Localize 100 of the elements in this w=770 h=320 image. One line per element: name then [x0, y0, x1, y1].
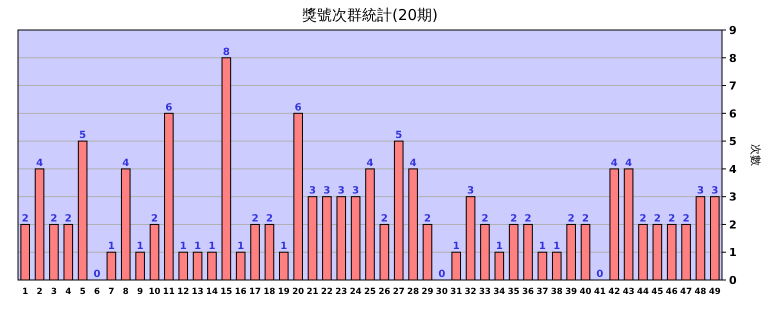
data-label: 2 [252, 213, 259, 224]
x-tick-label: 5 [80, 287, 86, 297]
y-tick-label: 5 [729, 135, 737, 148]
x-tick-label: 28 [407, 287, 420, 297]
x-tick-label: 29 [422, 287, 434, 297]
y-tick-label: 7 [729, 80, 737, 93]
x-tick-label: 2 [36, 287, 43, 297]
data-label: 2 [22, 213, 29, 224]
y-tick-label: 2 [729, 218, 737, 232]
x-tick-label: 17 [249, 287, 262, 297]
data-label: 4 [410, 158, 417, 169]
data-label: 2 [568, 213, 575, 224]
chart-title: 獎號次群統計(20期) [302, 6, 438, 24]
x-tick-label: 33 [479, 287, 491, 297]
x-tick-label: 15 [220, 287, 232, 297]
x-tick-label: 45 [651, 287, 664, 297]
data-label: 3 [696, 186, 704, 197]
data-label: 5 [395, 130, 402, 142]
data-label: 1 [237, 241, 244, 252]
data-label: 3 [352, 186, 360, 197]
x-tick-label: 36 [522, 287, 534, 297]
x-tick-label: 4 [65, 287, 72, 297]
data-label: 1 [496, 241, 503, 252]
data-label: 2 [510, 213, 518, 224]
data-label: 2 [424, 213, 431, 224]
data-label: 2 [524, 213, 532, 224]
x-tick-label: 39 [565, 287, 578, 297]
y-tick-label: 1 [729, 246, 737, 260]
data-label: 3 [467, 186, 474, 197]
x-tick-label: 47 [680, 287, 692, 297]
x-tick-label: 43 [622, 287, 635, 297]
y-tick-label: 9 [729, 24, 737, 37]
data-label: 5 [79, 130, 86, 142]
data-label: 4 [366, 158, 374, 169]
data-label: 2 [639, 213, 646, 224]
data-label: 4 [122, 158, 130, 169]
y-tick-label: 0 [729, 274, 737, 287]
x-tick-label: 31 [450, 287, 462, 297]
data-label: 4 [610, 158, 618, 169]
data-label: 4 [625, 158, 632, 169]
data-label: 1 [538, 241, 546, 252]
x-tick-label: 12 [177, 287, 190, 297]
x-tick-label: 46 [666, 287, 678, 297]
x-tick-label: 25 [364, 287, 376, 297]
x-tick-label: 21 [306, 287, 319, 297]
x-tick-label: 3 [50, 287, 57, 297]
data-label: 1 [136, 241, 144, 252]
x-tick-label: 6 [94, 287, 100, 297]
x-tick-label: 34 [493, 287, 506, 297]
data-label: 1 [208, 241, 216, 252]
x-tick-label: 44 [637, 287, 649, 297]
data-label: 2 [380, 213, 388, 224]
data-label: 3 [711, 186, 718, 197]
x-tick-label: 49 [708, 287, 721, 297]
x-tick-label: 26 [378, 287, 390, 297]
x-tick-label: 22 [320, 287, 333, 297]
y-tick-label: 6 [729, 107, 737, 120]
data-label: 1 [452, 241, 460, 252]
x-tick-label: 7 [108, 287, 114, 297]
y-tick-label: 3 [729, 190, 737, 204]
data-label: 2 [668, 213, 676, 224]
x-tick-label: 9 [137, 287, 144, 297]
x-tick-label: 10 [148, 287, 160, 297]
x-tick-label: 20 [292, 287, 304, 297]
x-tick-label: 27 [392, 287, 405, 297]
data-label: 2 [582, 213, 590, 224]
data-label: 1 [553, 241, 560, 252]
x-tick-label: 1 [22, 287, 28, 297]
x-tick-label: 30 [436, 287, 448, 297]
data-label: 6 [165, 102, 172, 114]
x-tick-label: 41 [594, 287, 606, 297]
x-tick-label: 14 [206, 287, 218, 297]
data-label: 1 [180, 241, 187, 252]
x-tick-label: 18 [264, 287, 276, 297]
data-label: 0 [94, 269, 101, 280]
x-tick-label: 37 [536, 287, 548, 297]
x-tick-label: 23 [335, 287, 348, 297]
x-tick-label: 32 [464, 287, 477, 297]
data-label: 1 [280, 241, 288, 252]
x-tick-label: 19 [278, 287, 290, 297]
data-label: 3 [323, 186, 330, 197]
data-label: 8 [222, 46, 230, 58]
y-axis-title: 次數 [749, 144, 762, 166]
data-label: 0 [438, 269, 446, 280]
data-label: 6 [294, 102, 302, 114]
x-tick-label: 42 [608, 287, 620, 297]
data-label: 3 [309, 186, 316, 197]
data-label: 2 [151, 213, 158, 224]
x-tick-label: 48 [694, 287, 706, 297]
x-tick-label: 38 [550, 287, 563, 297]
data-label: 1 [194, 241, 202, 252]
data-label: 2 [64, 213, 72, 224]
data-label: 4 [36, 158, 44, 169]
y-tick-label: 8 [729, 52, 737, 65]
x-tick-label: 35 [508, 287, 520, 297]
x-tick-label: 40 [580, 287, 592, 297]
x-tick-label: 16 [234, 287, 247, 297]
data-label: 2 [266, 213, 273, 224]
data-label: 2 [682, 213, 690, 224]
data-label: 2 [654, 213, 661, 224]
